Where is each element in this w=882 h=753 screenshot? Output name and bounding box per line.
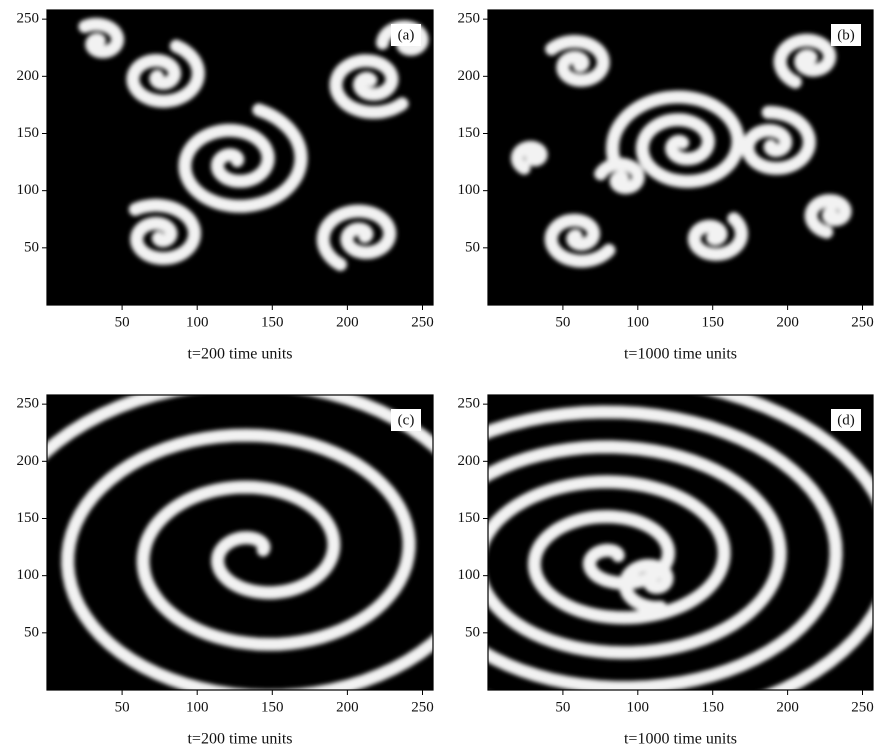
y-tick-label: 150 bbox=[17, 510, 40, 526]
panel-label: (b) bbox=[837, 27, 855, 43]
x-tick-label: 150 bbox=[261, 314, 284, 330]
panel: 50 100 150 200 250 50 100 150 200 250 (b) t=1000 ti… bbox=[458, 10, 874, 363]
y-tick-label: 250 bbox=[17, 11, 40, 27]
y-tick-label: 100 bbox=[17, 567, 40, 583]
x-tick-label: 250 bbox=[851, 699, 874, 715]
panel-caption: t=1000 time units bbox=[624, 731, 737, 748]
y-tick-label: 50 bbox=[465, 624, 480, 640]
y-tick-label: 50 bbox=[24, 239, 39, 255]
y-tick-label: 100 bbox=[458, 182, 481, 198]
y-tick-label: 250 bbox=[458, 396, 481, 412]
x-tick-label: 250 bbox=[851, 314, 874, 330]
y-tick-label: 200 bbox=[458, 68, 481, 84]
x-tick-label: 100 bbox=[186, 699, 209, 715]
x-tick-label: 250 bbox=[411, 314, 434, 330]
x-tick-label: 100 bbox=[627, 699, 650, 715]
y-tick-label: 100 bbox=[458, 567, 481, 583]
x-tick-label: 200 bbox=[336, 699, 359, 715]
y-tick-label: 150 bbox=[458, 510, 481, 526]
figure: 50 100 150 200 250 50 100 150 200 250 (a) t=200 tim… bbox=[0, 0, 882, 753]
y-tick-label: 50 bbox=[465, 239, 480, 255]
y-tick-label: 50 bbox=[24, 624, 39, 640]
x-tick-label: 150 bbox=[261, 699, 284, 715]
y-tick-label: 250 bbox=[17, 396, 40, 412]
x-tick-label: 50 bbox=[115, 699, 130, 715]
y-tick-label: 200 bbox=[458, 453, 481, 469]
y-tick-label: 200 bbox=[17, 68, 40, 84]
panel-label: (d) bbox=[837, 412, 855, 428]
panel-caption: t=200 time units bbox=[187, 346, 292, 363]
x-tick-label: 50 bbox=[555, 699, 570, 715]
y-tick-label: 150 bbox=[458, 125, 481, 141]
y-tick-label: 150 bbox=[17, 125, 40, 141]
panel: 50 100 150 200 250 50 100 150 200 250 (a) t=200 tim… bbox=[17, 10, 434, 363]
wave-front bbox=[517, 147, 541, 168]
y-tick-label: 200 bbox=[17, 453, 40, 469]
x-tick-label: 100 bbox=[186, 314, 209, 330]
panel-label: (a) bbox=[398, 27, 415, 43]
x-tick-label: 200 bbox=[336, 314, 359, 330]
x-tick-label: 250 bbox=[411, 699, 434, 715]
y-tick-label: 100 bbox=[17, 182, 40, 198]
x-tick-label: 100 bbox=[627, 314, 650, 330]
x-tick-label: 150 bbox=[701, 699, 724, 715]
x-tick-label: 150 bbox=[701, 314, 724, 330]
panel: 50 100 150 200 250 50 100 150 200 250 (c) t=200 tim… bbox=[0, 383, 485, 747]
wave-front bbox=[625, 566, 667, 608]
x-tick-label: 50 bbox=[555, 314, 570, 330]
panel-caption: t=200 time units bbox=[187, 731, 292, 748]
panel-caption: t=1000 time units bbox=[624, 346, 737, 363]
wave-front bbox=[85, 24, 118, 51]
x-tick-label: 50 bbox=[115, 314, 130, 330]
x-tick-label: 200 bbox=[776, 699, 799, 715]
panel: 50 100 150 200 250 50 100 150 200 250 (d) t=1000 ti… bbox=[367, 377, 882, 748]
panel-label: (c) bbox=[398, 412, 415, 428]
x-tick-label: 200 bbox=[776, 314, 799, 330]
y-tick-label: 250 bbox=[458, 11, 481, 27]
